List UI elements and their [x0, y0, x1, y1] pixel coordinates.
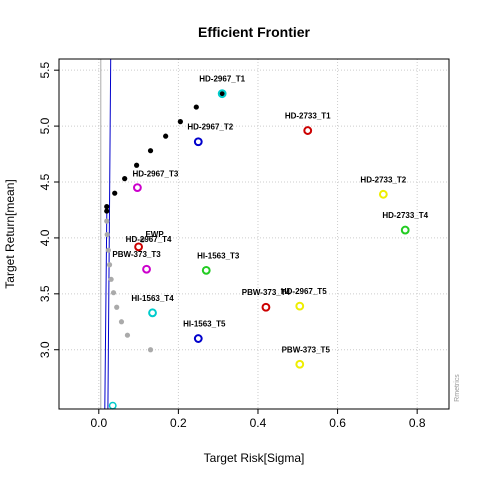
asset-point — [400, 225, 410, 235]
frontier-upper-point — [134, 162, 140, 168]
asset-label: HD-2967_T1 — [199, 75, 245, 84]
asset-point — [193, 334, 203, 343]
frontier-lower-point — [108, 276, 114, 282]
asset-point — [217, 89, 227, 99]
asset-point — [295, 301, 305, 311]
axis-layer: 0.0 0.2 0.4 0.6 0.8 3.0 3.5 4.0 4.5 5.0 5.5 — [38, 62, 426, 430]
asset-label: HD-2967_T5 — [281, 287, 327, 296]
asset-label: PBW-373_T5 — [282, 345, 331, 354]
credit-label: Rmetrics — [454, 374, 461, 402]
asset-point — [193, 137, 203, 147]
frontier-lower-point — [114, 304, 120, 310]
asset-label: PBW-373_T3 — [112, 250, 161, 259]
frontier-lower-point — [104, 218, 110, 224]
y-tick-label: 5.0 — [38, 117, 52, 134]
asset-label: HD-2733_T4 — [382, 211, 428, 220]
frontier-lower-point — [106, 262, 113, 268]
x-tick-label: 0.4 — [250, 416, 267, 430]
x-tick-label: 0.2 — [170, 416, 187, 430]
asset-label: HD-2967_T3 — [132, 170, 178, 179]
frontier-upper-point — [104, 204, 110, 210]
frontier-upper-point — [193, 104, 199, 110]
ewp-point — [139, 237, 146, 243]
grid-layer — [59, 59, 449, 409]
asset-label: HD-2733_T2 — [360, 175, 406, 184]
plot-frame — [58, 58, 450, 410]
asset-label: HD-2733_T1 — [285, 112, 331, 121]
frontier-upper-point — [122, 176, 128, 182]
asset-point — [142, 264, 151, 274]
asset-point — [132, 183, 142, 192]
frontier-upper-point — [104, 208, 110, 214]
x-tick-label: 0.8 — [409, 416, 426, 430]
frontier-lower-point — [124, 332, 131, 338]
asset-point — [295, 359, 305, 369]
asset-label: HI-1563_T3 — [197, 251, 240, 260]
asset-point — [378, 189, 388, 199]
x-tick-label: 0.6 — [329, 416, 346, 430]
y-tick-label: 4.0 — [38, 229, 52, 246]
frontier-lower-point — [118, 319, 125, 325]
asset-point — [201, 265, 211, 275]
asset-point — [148, 308, 157, 318]
y-tick-label: 3.5 — [38, 285, 52, 302]
asset-point — [261, 302, 271, 312]
asset-label: PBW-373_T4 — [242, 288, 291, 297]
asset-point — [134, 242, 143, 252]
y-tick-label: 4.5 — [38, 173, 52, 190]
asset-label: HI-1563_T5 — [183, 320, 226, 329]
y-tick-label: 5.5 — [38, 62, 52, 79]
frontier-lower-point — [147, 347, 154, 353]
frontier-upper-point — [112, 190, 118, 196]
points-layer — [104, 89, 410, 410]
asset-point — [303, 126, 313, 135]
chart-title: Efficient Frontier — [198, 24, 311, 40]
frontier-upper-point — [147, 148, 154, 154]
asset-label: HI-1563_T4 — [131, 294, 174, 303]
frontier-upper-point — [177, 119, 183, 125]
frontier-upper-point — [163, 133, 169, 139]
point-labels: HD-2967_T1 HD-2733_T1 HD-2967_T2 HD-2967_T3… — [112, 75, 428, 355]
x-tick-label: 0.0 — [90, 416, 107, 430]
asset-label: HD-2967_T2 — [187, 123, 233, 132]
frontier-lower-point — [104, 231, 110, 238]
y-axis-title: Target Return[mean] — [3, 179, 17, 288]
tangency-point — [220, 91, 225, 96]
frontier-lower-point — [110, 290, 117, 296]
frontier-lower-point — [105, 247, 111, 253]
x-axis-title: Target Risk[Sigma] — [204, 451, 305, 465]
asset-label: HD-2967_T4 — [126, 235, 172, 244]
y-tick-label: 3.0 — [38, 341, 52, 358]
asset-label: EWP — [145, 230, 164, 239]
